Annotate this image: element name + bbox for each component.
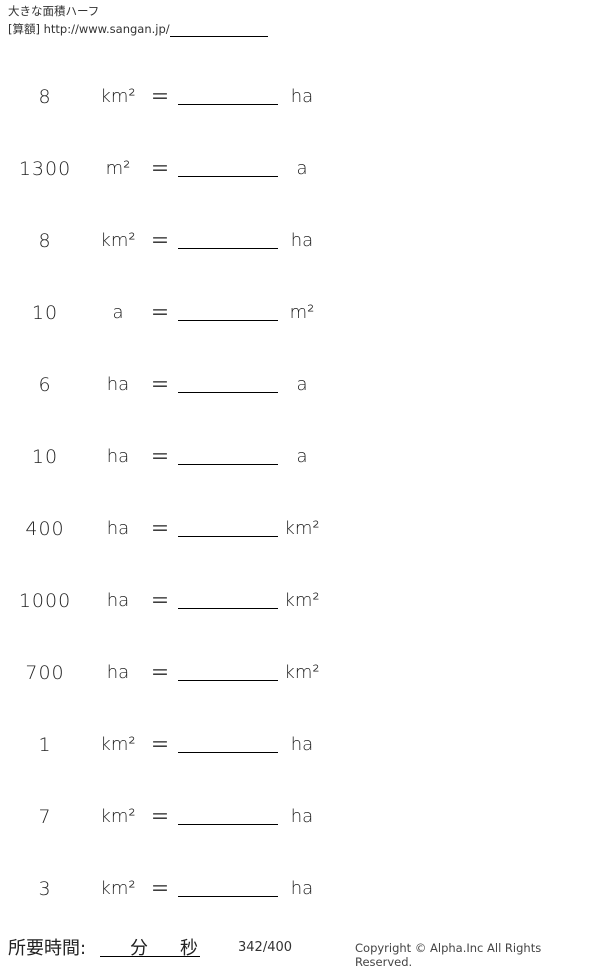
problem-row: 10 a ＝ m² xyxy=(0,298,340,328)
to-unit: ha xyxy=(290,86,314,107)
answer-blank[interactable] xyxy=(178,514,278,537)
problem-value: 8 xyxy=(38,86,52,108)
to-unit: km² xyxy=(284,662,320,683)
answer-blank[interactable] xyxy=(178,82,278,105)
from-unit: ha xyxy=(106,374,130,395)
problem-row: 7 km² ＝ ha xyxy=(0,802,340,832)
problem-value: 700 xyxy=(25,662,65,684)
from-unit: ha xyxy=(106,590,130,611)
worksheet-title: 大きな面積ハーフ xyxy=(8,4,100,18)
problem-value: 1000 xyxy=(18,590,72,612)
answer-blank[interactable] xyxy=(178,226,278,249)
equals-sign: ＝ xyxy=(150,374,170,396)
answer-blank[interactable] xyxy=(178,802,278,825)
from-unit: km² xyxy=(100,734,136,755)
problem-value: 1300 xyxy=(18,158,72,180)
from-unit: km² xyxy=(100,878,136,899)
from-unit: ha xyxy=(106,518,130,539)
to-unit: a xyxy=(296,158,308,179)
from-unit: ha xyxy=(106,662,130,683)
problem-value: 7 xyxy=(38,806,52,828)
to-unit: km² xyxy=(284,590,320,611)
from-unit: km² xyxy=(100,806,136,827)
problem-value: 10 xyxy=(31,302,59,324)
to-unit: ha xyxy=(290,734,314,755)
to-unit: km² xyxy=(284,518,320,539)
name-blank xyxy=(169,24,268,37)
equals-sign: ＝ xyxy=(150,878,170,900)
problem-row: 1000 ha ＝ km² xyxy=(0,586,340,616)
from-unit: m² xyxy=(105,158,131,179)
problem-row: 1 km² ＝ ha xyxy=(0,730,340,760)
problem-row: 8 km² ＝ ha xyxy=(0,226,340,256)
equals-sign: ＝ xyxy=(150,734,170,756)
problem-row: 1300 m² ＝ a xyxy=(0,154,340,184)
equals-sign: ＝ xyxy=(150,518,170,540)
from-unit: km² xyxy=(100,230,136,251)
answer-blank[interactable] xyxy=(178,586,278,609)
equals-sign: ＝ xyxy=(150,662,170,684)
from-unit: a xyxy=(112,302,124,323)
to-unit: ha xyxy=(290,230,314,251)
source-line: [算額] http://www.sangan.jp/ xyxy=(8,21,268,37)
problem-value: 10 xyxy=(31,446,59,468)
answer-blank[interactable] xyxy=(178,442,278,465)
seconds-label: 秒 xyxy=(180,938,198,959)
equals-sign: ＝ xyxy=(150,446,170,468)
equals-sign: ＝ xyxy=(150,86,170,108)
answer-blank[interactable] xyxy=(178,154,278,177)
minutes-label: 分 xyxy=(130,938,148,959)
page-number: 342/400 xyxy=(238,940,293,955)
copyright: Copyright © Alpha.Inc All Rights Reserve… xyxy=(355,941,542,969)
to-unit: ha xyxy=(290,878,314,899)
problem-value: 3 xyxy=(38,878,52,900)
to-unit: a xyxy=(296,446,308,467)
problem-value: 400 xyxy=(25,518,65,540)
equals-sign: ＝ xyxy=(150,590,170,612)
problem-row: 10 ha ＝ a xyxy=(0,442,340,472)
equals-sign: ＝ xyxy=(150,302,170,324)
problem-row: 6 ha ＝ a xyxy=(0,370,340,400)
answer-blank[interactable] xyxy=(178,658,278,681)
to-unit: a xyxy=(296,374,308,395)
from-unit: ha xyxy=(106,446,130,467)
answer-blank[interactable] xyxy=(178,874,278,897)
answer-blank[interactable] xyxy=(178,370,278,393)
to-unit: m² xyxy=(289,302,315,323)
answer-blank[interactable] xyxy=(178,730,278,753)
equals-sign: ＝ xyxy=(150,806,170,828)
equals-sign: ＝ xyxy=(150,230,170,252)
equals-sign: ＝ xyxy=(150,158,170,180)
problem-value: 6 xyxy=(38,374,52,396)
problem-row: 400 ha ＝ km² xyxy=(0,514,340,544)
to-unit: ha xyxy=(290,806,314,827)
answer-blank[interactable] xyxy=(178,298,278,321)
time-label: 所要時間: xyxy=(8,938,87,959)
source-url: [算額] http://www.sangan.jp/ xyxy=(8,22,170,36)
from-unit: km² xyxy=(100,86,136,107)
problem-row: 700 ha ＝ km² xyxy=(0,658,340,688)
time-blank xyxy=(100,934,200,957)
problem-row: 3 km² ＝ ha xyxy=(0,874,340,904)
problem-value: 1 xyxy=(38,734,52,756)
problem-row: 8 km² ＝ ha xyxy=(0,82,340,112)
problem-value: 8 xyxy=(38,230,52,252)
